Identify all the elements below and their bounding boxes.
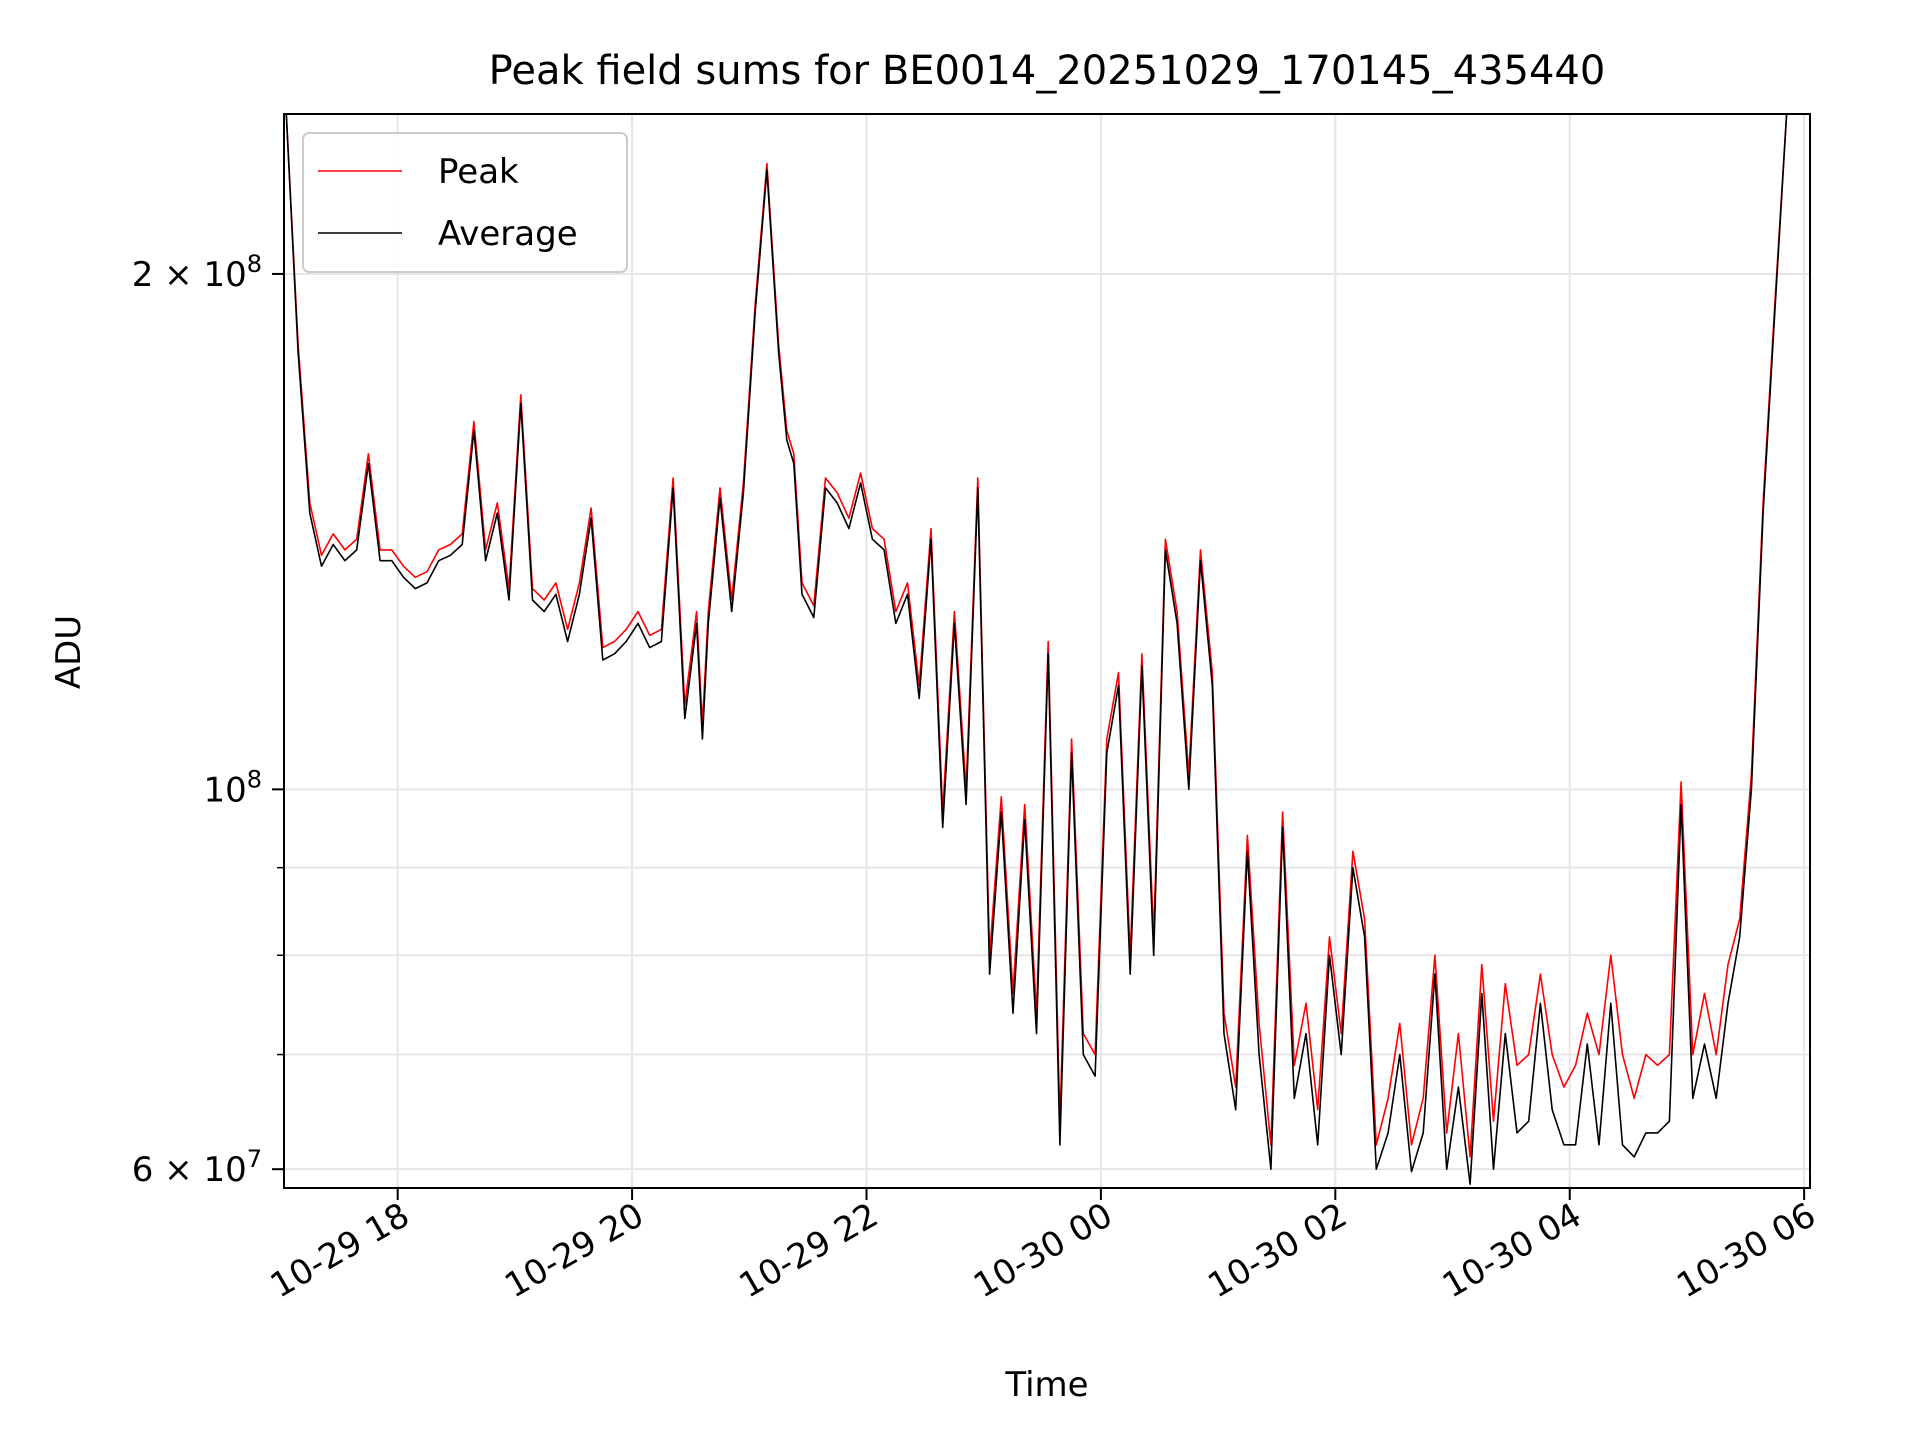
- y-tick-label: 108: [203, 765, 262, 810]
- series-line-peak: [285, 113, 1799, 1158]
- plot-frame: [283, 113, 1811, 1189]
- y-tick-label-base: 10: [203, 770, 246, 810]
- y-tick-label-exponent: 7: [247, 1145, 262, 1173]
- chart-title: Peak field sums for BE0014_20251029_1701…: [489, 48, 1606, 94]
- legend: Peak Average: [302, 132, 628, 273]
- legend-label-peak: Peak: [438, 152, 519, 192]
- plot-lines: [285, 113, 1799, 1185]
- y-tick-label-base: 2 × 10: [132, 255, 247, 295]
- y-tick-label: 2 × 108: [132, 250, 262, 295]
- y-tick-label-exponent: 8: [247, 765, 262, 793]
- legend-box: [302, 132, 628, 273]
- grid: [284, 114, 1810, 1188]
- y-tick-label-base: 6 × 10: [132, 1150, 247, 1190]
- y-axis-label: ADU: [49, 615, 89, 689]
- legend-label-average: Average: [438, 214, 578, 254]
- series-line-average: [285, 113, 1799, 1185]
- y-tick-label: 6 × 107: [132, 1145, 262, 1190]
- x-axis-label: Time: [1004, 1365, 1088, 1405]
- y-tick-label-exponent: 8: [247, 250, 262, 278]
